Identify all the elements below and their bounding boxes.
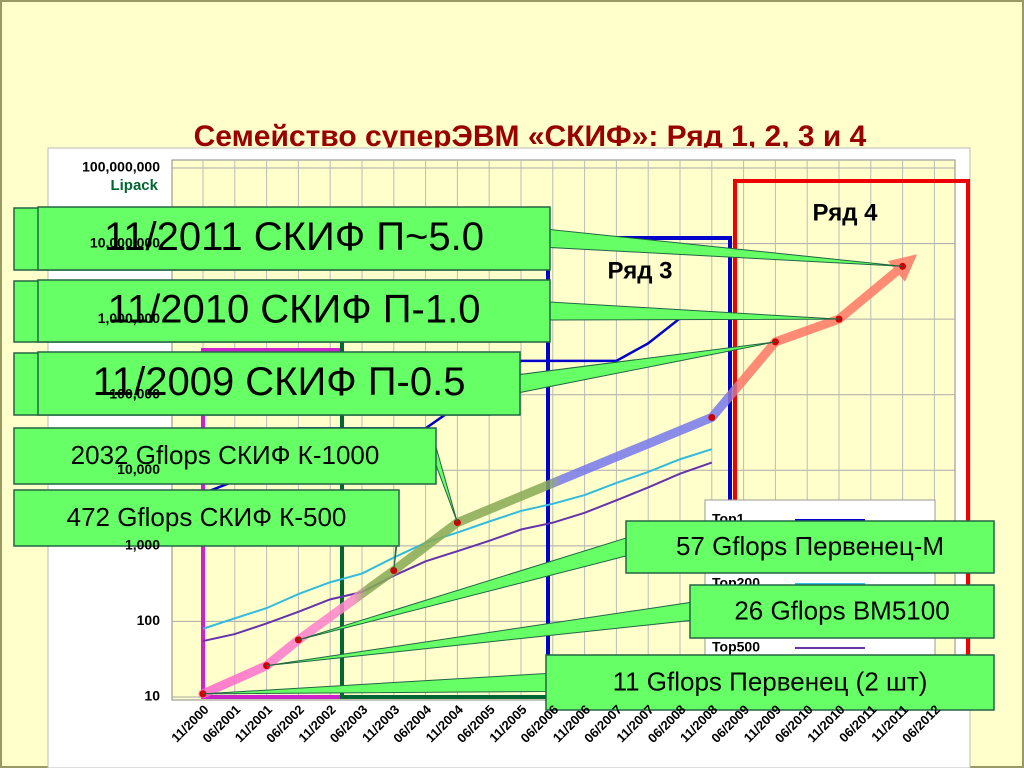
callout-box [689,584,995,639]
callout-box [13,427,437,485]
region-label: Ряд 3 [608,257,673,284]
y-tick-label: 1,000 [125,537,160,553]
callout-text: 472 Gflops СКИФ К-500 [67,502,347,532]
callout-box [37,206,551,271]
series-line [202,448,713,630]
slide-title: Семейство суперЭВМ «СКИФ»: Ряд 1, 2, 3 и… [194,120,867,153]
y-tick-label: 1,000,000 [98,310,160,326]
y-tick-label: 10,000 [117,461,160,477]
skif-point [708,413,716,421]
callout-box [625,520,995,574]
y-tick-label: 10 [144,688,160,704]
region-label: Ряд 4 [813,199,879,226]
callout-box [37,351,521,416]
callout-text: 57 Gflops Первенец-М [676,531,944,561]
callout-text: 2032 Gflops СКИФ К-1000 [71,440,380,470]
callout-text: 26 Gflops ВМ5100 [734,595,949,625]
callout-text: 11/2011 СКИФ П~5.0 [104,215,484,259]
callout-box [13,489,400,547]
callout-text: 11/2010 СКИФ П-1.0 [108,288,481,332]
y-tick-label: 100,000,000 [82,159,160,175]
callout-text: 11/2009 СКИФ П-0.5 [93,360,466,404]
callout-box [545,654,995,711]
y-tick-label: 100 [137,612,161,628]
legend-label: Top500 [712,639,760,655]
callout-text: 11 Gflops Первенец (2 шт) [613,666,928,696]
y-tick-label: 10,000,000 [90,234,160,250]
callout-box [37,279,551,343]
callouts: 11/2011 СКИФ П~5.0 11/2010 СКИФ П-1.0 11/2… [13,206,995,711]
series-line [202,461,713,643]
y-tick-label: 100,000 [109,385,160,401]
y-axis-label: Lipack [110,177,158,194]
